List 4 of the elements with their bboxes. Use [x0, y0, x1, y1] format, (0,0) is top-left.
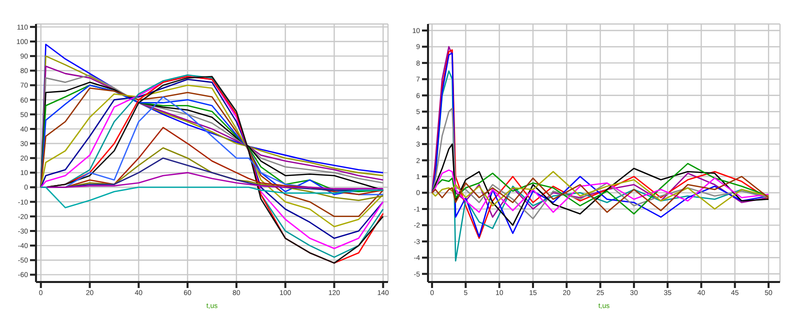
line-series	[40, 186, 384, 208]
line-series	[431, 162, 770, 214]
line-series	[431, 143, 770, 226]
line-series	[431, 108, 770, 220]
